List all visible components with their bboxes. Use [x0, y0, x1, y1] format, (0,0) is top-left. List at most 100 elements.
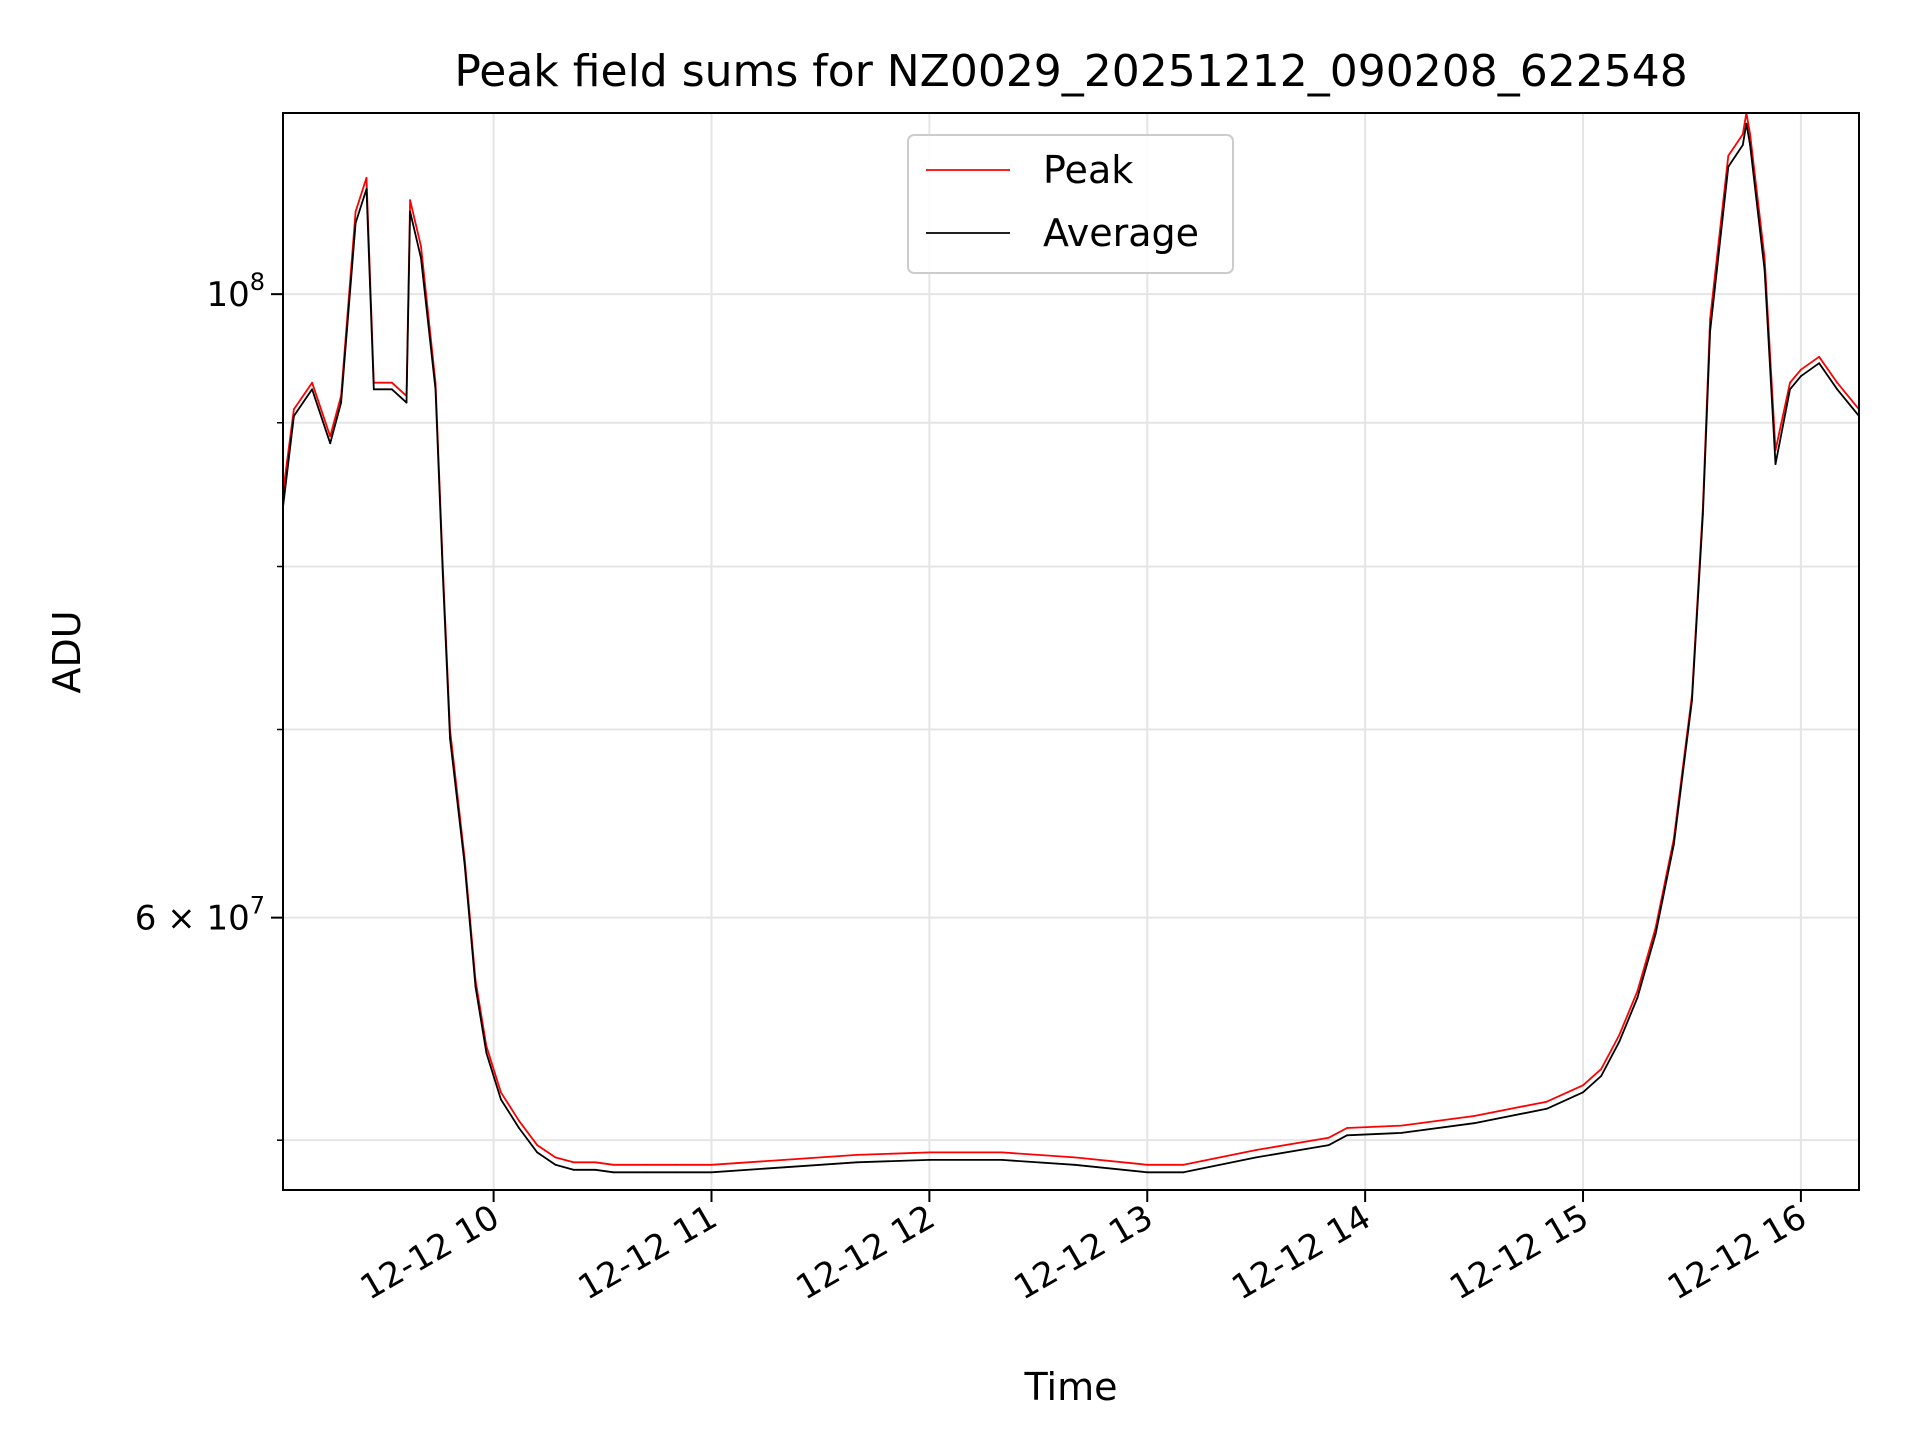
data-point-peak [1836, 381, 1839, 384]
y-tick-exponent: 8 [250, 268, 265, 296]
data-point-peak [1400, 1124, 1403, 1127]
data-point-average [1654, 933, 1657, 935]
data-point-peak [612, 1163, 615, 1166]
data-point-average [1545, 1107, 1548, 1110]
data-point-average [1763, 269, 1766, 271]
data-point-average [1836, 388, 1839, 391]
data-point-average [1709, 330, 1711, 333]
data-point-average [1745, 122, 1748, 125]
data-point-average [311, 388, 313, 391]
y-tick-base: 10 [206, 275, 249, 315]
data-point-average [391, 388, 393, 391]
y-axis-label: ADU [45, 610, 89, 693]
data-point-average [1182, 1171, 1185, 1174]
data-point-peak [554, 1156, 557, 1159]
data-point-average [354, 222, 357, 224]
data-point-peak [1327, 1136, 1330, 1139]
data-point-average [441, 573, 444, 576]
data-point-average [474, 985, 477, 988]
data-point-peak [1727, 154, 1730, 157]
data-point-average [612, 1171, 615, 1174]
data-point-average [1600, 1075, 1603, 1077]
data-point-peak [1073, 1156, 1076, 1159]
data-point-peak [293, 408, 295, 411]
data-point-average [463, 863, 466, 865]
data-point-average [1741, 144, 1744, 146]
data-point-average [449, 737, 451, 740]
data-point-average [674, 1171, 677, 1174]
y-tick-base: 10 [206, 899, 249, 939]
data-point-average [372, 388, 375, 391]
data-point-peak [594, 1161, 597, 1164]
data-point-peak [1182, 1163, 1185, 1166]
grid [283, 113, 1859, 1190]
data-point-peak [1473, 1115, 1475, 1117]
legend-label-peak: Peak [1043, 148, 1133, 192]
data-point-average [409, 210, 411, 213]
data-point-average [420, 257, 422, 259]
data-point-average [1691, 699, 1693, 702]
data-point-peak [1749, 133, 1751, 136]
data-point-average [365, 188, 368, 190]
data-point-average [1001, 1159, 1003, 1161]
data-point-peak [500, 1091, 502, 1094]
legend-label-average: Average [1043, 211, 1199, 255]
data-point-average [485, 1052, 488, 1054]
data-point-peak [1600, 1068, 1603, 1070]
data-point-peak [1800, 368, 1802, 371]
data-point-peak [329, 435, 332, 438]
data-point-average [1636, 996, 1639, 999]
data-point-average [405, 401, 408, 404]
data-point-peak [928, 1151, 931, 1154]
x-axis-label: Time [1024, 1365, 1118, 1409]
y-tick-label: 108 [206, 268, 265, 315]
data-point-peak [710, 1163, 713, 1166]
data-point-average [1327, 1144, 1330, 1146]
data-point-peak [1146, 1163, 1149, 1166]
data-point-peak [783, 1159, 785, 1161]
data-point-average [1774, 463, 1777, 465]
data-point-peak [674, 1163, 677, 1166]
data-point-average [329, 442, 332, 445]
data-point-peak [855, 1154, 858, 1156]
data-point-average [518, 1127, 520, 1129]
data-point-average [1073, 1163, 1076, 1166]
data-point-average [1400, 1132, 1403, 1134]
data-point-average [340, 401, 342, 404]
data-point-average [1800, 375, 1802, 378]
y-tick-label: 6 × 107 [135, 892, 265, 939]
data-point-average [1789, 388, 1791, 391]
data-point-average [1672, 843, 1675, 846]
y-tick-exponent: 7 [250, 892, 265, 920]
data-point-peak [1582, 1084, 1584, 1087]
data-point-peak [311, 381, 313, 384]
y-tick-prefix: 6 × [135, 899, 207, 939]
data-point-average [1255, 1156, 1258, 1159]
data-point-average [645, 1171, 647, 1174]
data-point-peak [536, 1144, 539, 1146]
data-point-average [1749, 144, 1751, 146]
data-point-peak [1741, 133, 1744, 136]
data-point-peak [1818, 355, 1820, 358]
data-point-average [1702, 513, 1704, 516]
data-point-peak [420, 245, 422, 248]
data-point-average [572, 1168, 575, 1171]
data-point-average [1818, 362, 1820, 365]
legend: Peak Average [907, 134, 1234, 274]
data-point-average [1582, 1091, 1584, 1094]
plot-frame [282, 112, 1860, 1191]
data-point-peak [391, 381, 393, 384]
data-point-average [434, 388, 437, 391]
data-point-average [710, 1171, 713, 1174]
data-point-peak [1636, 990, 1639, 992]
data-point-average [293, 415, 295, 417]
data-point-peak [354, 210, 357, 213]
data-point-average [1146, 1171, 1149, 1174]
data-point-average [500, 1098, 502, 1101]
data-point-peak [1618, 1034, 1621, 1036]
data-point-average [855, 1161, 858, 1164]
data-point-peak [1789, 381, 1791, 384]
data-point-peak [1255, 1149, 1258, 1151]
